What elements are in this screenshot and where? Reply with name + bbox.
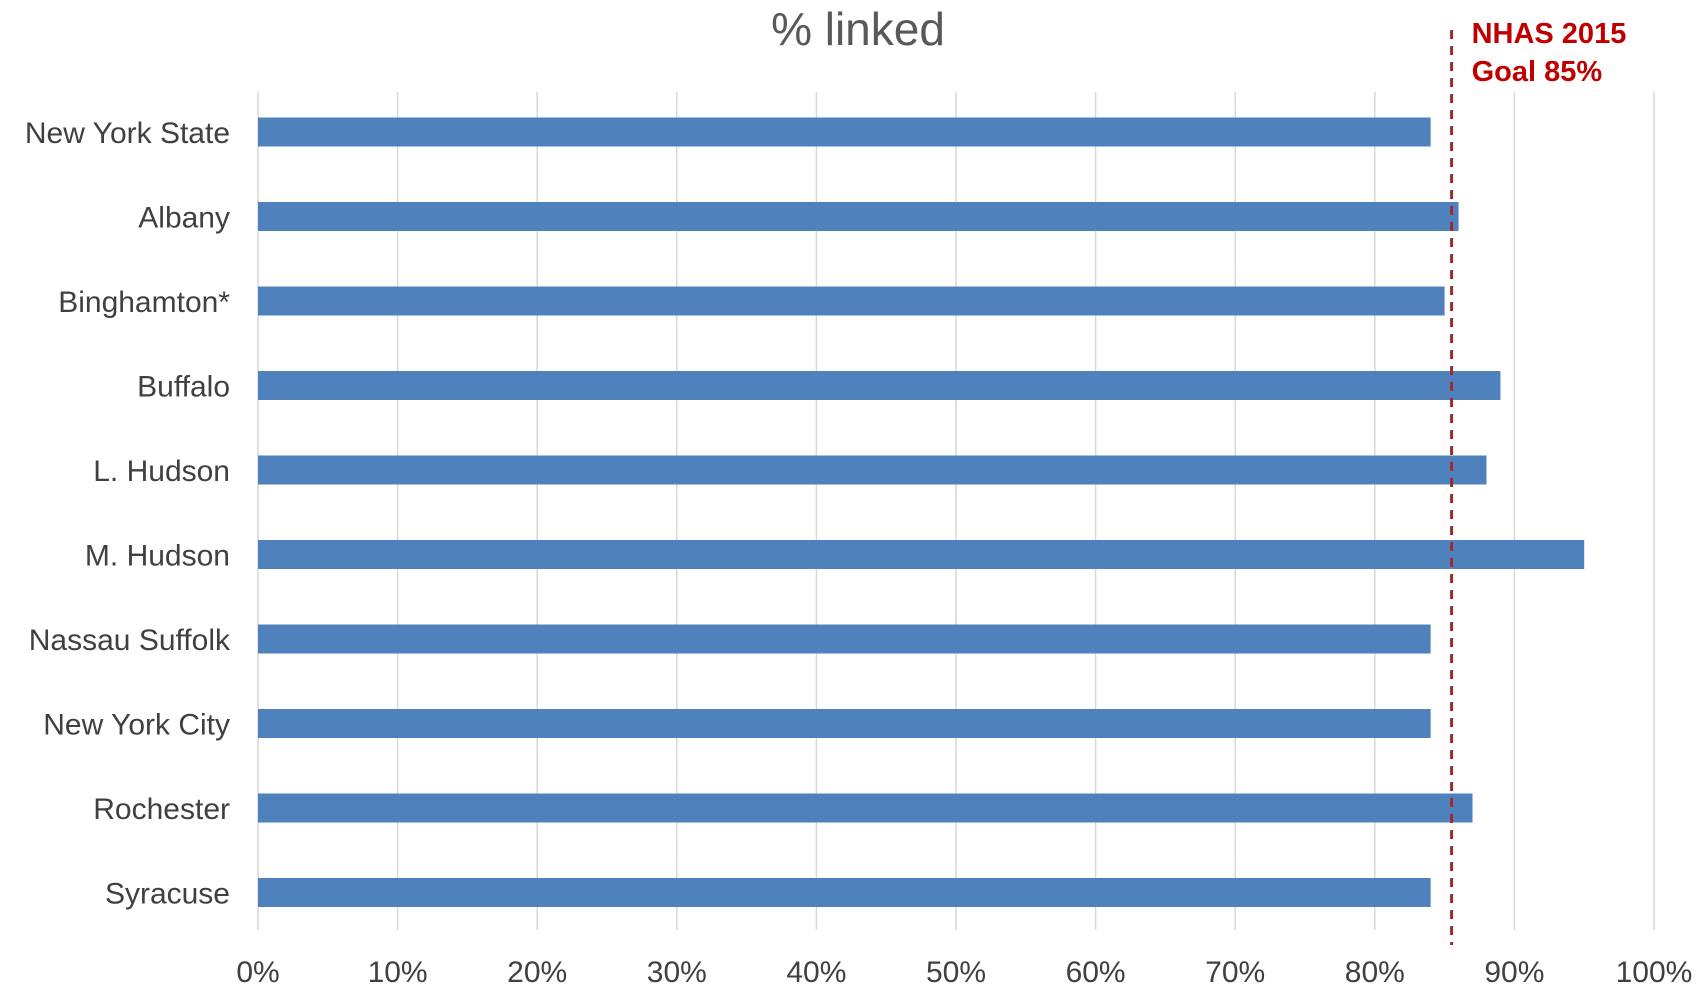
bar: [258, 117, 1431, 147]
category-label: M. Hudson: [85, 540, 230, 573]
x-tick-label: 60%: [1066, 956, 1126, 985]
x-tick-label: 50%: [926, 956, 986, 985]
x-tick-label: 40%: [786, 956, 846, 985]
x-tick-label: 30%: [647, 956, 707, 985]
category-label: New York State: [25, 117, 230, 150]
bar: [258, 878, 1431, 907]
category-label: Syracuse: [105, 878, 230, 911]
chart-title: % linked: [771, 3, 945, 55]
category-label: Nassau Suffolk: [29, 624, 231, 657]
x-tick-labels: 0% 10% 20% 30% 40% 50% 60% 70% 80% 90% 100%: [236, 956, 1692, 985]
reference-line-label: Goal 85%: [1472, 56, 1603, 88]
bar: [258, 371, 1501, 400]
reference-line-label: NHAS 2015: [1472, 18, 1627, 50]
category-label: Binghamton*: [58, 286, 230, 319]
x-tick-label: 100%: [1616, 956, 1693, 985]
bar: [258, 709, 1431, 738]
x-tick-label: 20%: [507, 956, 567, 985]
bar: [258, 455, 1487, 485]
x-tick-label: 10%: [368, 956, 428, 985]
x-tick-label: 0%: [236, 956, 279, 985]
category-label: Rochester: [93, 793, 230, 826]
bar: [258, 793, 1473, 823]
gridlines: [257, 92, 1655, 930]
category-label: Albany: [138, 202, 230, 235]
bar: [258, 286, 1445, 316]
bars: [258, 117, 1585, 907]
x-tick-label: 80%: [1345, 956, 1405, 985]
bar: [258, 624, 1431, 654]
category-label: New York City: [43, 709, 230, 742]
bar: [258, 202, 1459, 231]
x-tick-label: 90%: [1484, 956, 1544, 985]
x-tick-label: 70%: [1205, 956, 1265, 985]
category-label: L. Hudson: [93, 455, 230, 488]
category-label: Buffalo: [137, 371, 230, 404]
category-labels: New York State Albany Binghamton* Buffalo L.…: [25, 117, 231, 911]
reference-line-group: NHAS 2015 Goal 85%: [1450, 18, 1627, 945]
bar: [258, 540, 1585, 569]
